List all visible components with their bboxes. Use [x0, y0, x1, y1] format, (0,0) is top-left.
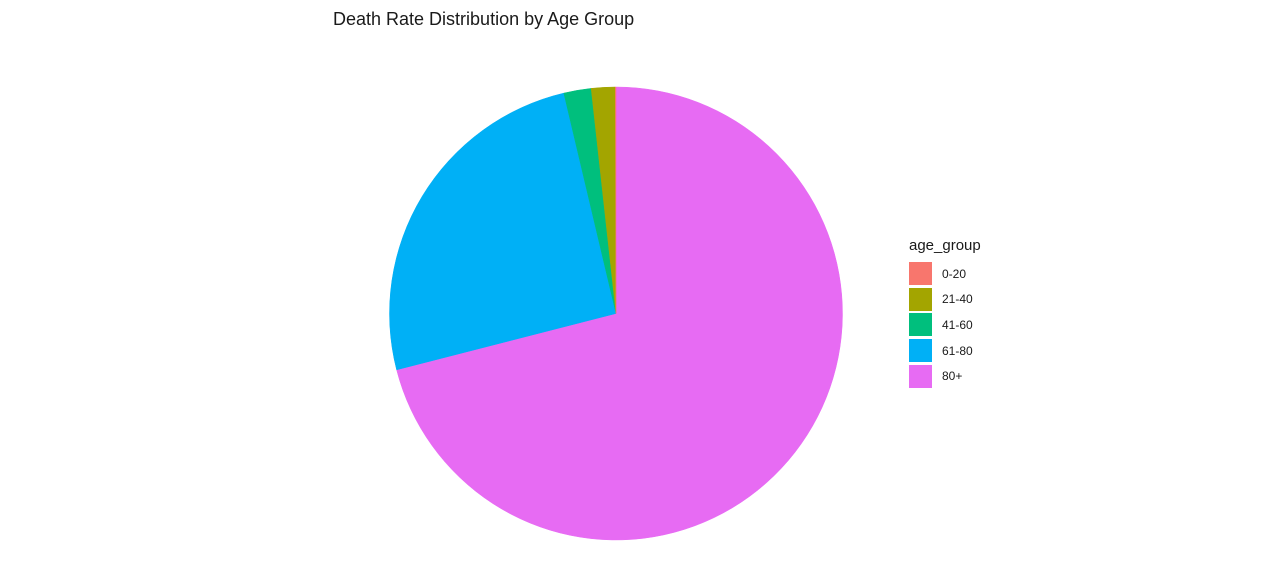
legend-label: 0-20	[942, 266, 967, 281]
pie-slice-61-80	[389, 92, 617, 371]
legend: age_group 0-20 21-40 41-60 61-80 80+	[909, 237, 981, 389]
legend-label: 41-60	[942, 317, 973, 332]
chart-title: Death Rate Distribution by Age Group	[333, 9, 635, 29]
legend-item-0-20: 0-20	[909, 261, 981, 287]
legend-swatch	[909, 364, 932, 388]
legend-swatch	[909, 287, 932, 311]
legend-swatch	[909, 339, 932, 363]
legend-label: 61-80	[942, 343, 973, 358]
legend-label: 21-40	[942, 292, 973, 307]
legend-swatch	[909, 262, 932, 286]
legend-item-21-40: 21-40	[909, 287, 981, 313]
legend-swatch	[909, 313, 932, 337]
legend-item-80+: 80+	[909, 363, 981, 389]
legend-title: age_group	[909, 237, 981, 254]
legend-item-61-80: 61-80	[909, 338, 981, 364]
pie-slice-0-20	[615, 86, 617, 314]
legend-label: 80+	[942, 369, 963, 384]
legend-item-41-60: 41-60	[909, 312, 981, 338]
legend-items: 0-20 21-40 41-60 61-80 80+	[909, 261, 981, 389]
pie-slice-80+	[396, 86, 843, 541]
